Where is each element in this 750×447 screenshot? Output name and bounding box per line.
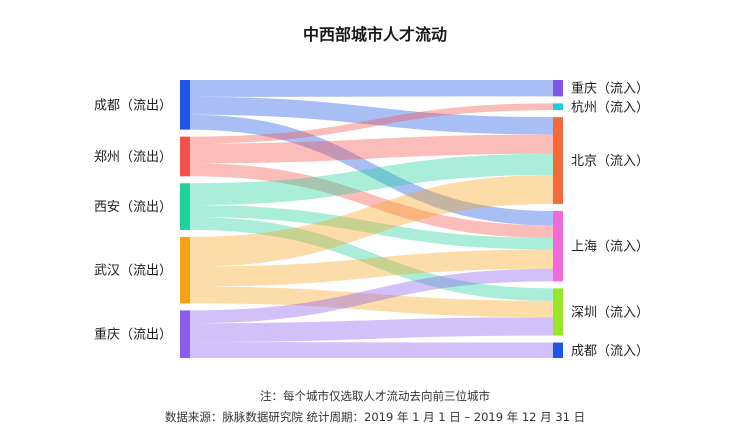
source-node-郑州流出 [180, 136, 190, 177]
sankey-links [190, 80, 553, 358]
source-label-郑州流出: 郑州（流出） [94, 150, 172, 165]
target-label-杭州流入: 杭州（流入） [571, 100, 649, 115]
target-label-重庆流入: 重庆（流入） [571, 81, 649, 97]
target-node-深圳流入 [553, 288, 563, 336]
source-label-武汉流出: 武汉（流出） [94, 264, 172, 279]
target-node-成都流入 [553, 342, 563, 358]
target-label-成都流入: 成都（流入） [571, 344, 649, 359]
target-label-上海流入: 上海（流入） [571, 240, 649, 255]
target-node-北京流入 [553, 117, 563, 204]
source-node-重庆流出 [180, 310, 190, 358]
sankey-link-武汉流出-北京流入 [190, 175, 553, 267]
source-node-武汉流出 [180, 236, 190, 304]
sankey-labels: 成都（流出） 郑州（流出） 西安（流出） 武汉（流出） 重庆（流出） 重庆（流入） 杭州（流… [94, 81, 649, 359]
source-label-重庆流出: 重庆（流出） [94, 327, 172, 343]
sankey-link-重庆流出-成都流入 [190, 342, 553, 358]
sankey-link-郑州流出-北京流入 [190, 134, 553, 164]
sankey-link-重庆流出-上海流入 [190, 268, 553, 324]
source-node-西安流出 [180, 183, 190, 230]
target-label-深圳流入: 深圳（流入） [571, 305, 649, 320]
target-node-重庆流入 [553, 80, 563, 97]
chart-note: 注：每个城市仅选取人才流动去向前三位城市 [260, 389, 490, 403]
sankey-link-成都流出-上海流入 [190, 114, 553, 226]
sankey-link-武汉流出-上海流入 [190, 249, 553, 287]
sankey-link-武汉流出-深圳流入 [190, 286, 553, 318]
sankey-link-西安流出-北京流入 [190, 153, 553, 206]
sankey-link-西安流出-上海流入 [190, 205, 553, 250]
sankey-nodes [180, 80, 563, 358]
sankey-link-郑州流出-杭州流入 [190, 103, 553, 144]
target-node-杭州流入 [553, 103, 563, 111]
sankey-link-西安流出-深圳流入 [190, 217, 553, 301]
source-label-成都流出: 成都（流出） [94, 98, 172, 113]
target-label-北京流入: 北京（流入） [571, 154, 649, 169]
sankey-link-成都流出-重庆流入 [190, 80, 553, 97]
source-label-西安流出: 西安（流出） [94, 200, 172, 215]
chart-source: 数据来源：脉脉数据研究院 统计周期：2019 年 1 月 1 日 – 2019 … [165, 410, 585, 424]
chart-title: 中西部城市人才流动 [303, 25, 447, 44]
sankey-link-成都流出-北京流入 [190, 96, 553, 135]
sankey-link-重庆流出-深圳流入 [190, 317, 553, 343]
target-node-上海流入 [553, 210, 563, 282]
source-node-成都流出 [180, 80, 190, 130]
sankey-link-郑州流出-上海流入 [190, 163, 553, 238]
